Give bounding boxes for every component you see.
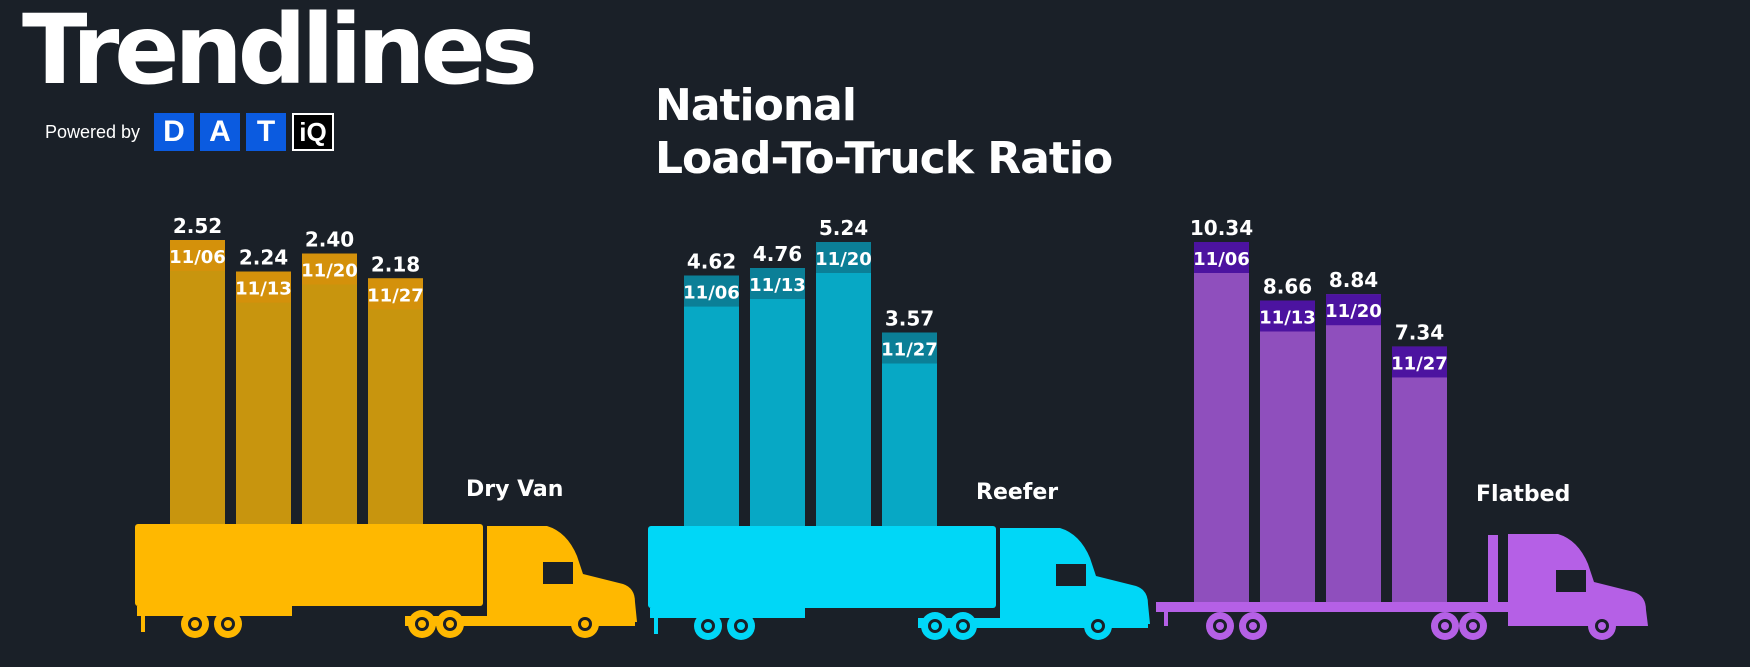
bar-value-label: 8.66	[1263, 274, 1312, 298]
bar-value-label: 5.24	[819, 216, 868, 240]
wheel-center	[1469, 622, 1477, 630]
bar	[684, 275, 739, 528]
bar-date-band	[302, 253, 357, 285]
bar-date-band	[1326, 294, 1381, 326]
bar	[816, 242, 871, 528]
wheel-center	[581, 620, 589, 628]
bar-date-label: 11/13	[235, 279, 292, 300]
truck-group-flatbed: 11/06 10.34 11/13 8.66 11/20 8.84 11/27 7.34 Fla…	[1156, 216, 1648, 640]
logo-letter-t: T	[246, 113, 286, 151]
bar-date-band	[882, 332, 937, 364]
truck-chassis	[918, 618, 1148, 628]
headache-rack	[1488, 535, 1498, 605]
bar-value-label: 2.52	[173, 214, 222, 238]
bar-value-label: 2.24	[239, 246, 288, 270]
bar-date-label: 11/06	[169, 247, 226, 268]
cab-window	[543, 562, 573, 584]
bar-date-label: 11/20	[815, 249, 872, 270]
truck-type-label: Reefer	[976, 480, 1058, 505]
bar-date-band	[1260, 300, 1315, 332]
wheel-center	[1094, 622, 1102, 630]
wheel-center	[1598, 622, 1606, 630]
logo-letter-a: A	[200, 113, 240, 151]
bar-date-label: 11/20	[301, 261, 358, 282]
trailer-body	[135, 524, 483, 606]
bar-date-band	[368, 278, 423, 310]
truck-chassis	[405, 616, 635, 626]
bar-date-label: 11/13	[749, 275, 806, 296]
wheel-center	[959, 622, 967, 630]
bar-date-label: 11/06	[1193, 249, 1250, 270]
wheel-center	[737, 622, 745, 630]
logo-iq: iQ	[292, 113, 334, 151]
bar-value-label: 4.62	[687, 250, 736, 274]
bar-date-band	[816, 242, 871, 273]
bar	[750, 268, 805, 528]
bar-date-band	[236, 271, 291, 303]
wheel-center	[931, 622, 939, 630]
trailer-landing-gear	[654, 618, 658, 634]
bar	[368, 278, 423, 526]
truck-group-reefer: 11/06 4.62 11/13 4.76 11/20 5.24 11/27 3.57 Reef…	[648, 216, 1150, 640]
wheel-center	[704, 622, 712, 630]
bar-date-label: 11/27	[367, 285, 424, 306]
bar-date-band	[684, 275, 739, 307]
bar	[170, 240, 225, 526]
wheel-center	[1249, 622, 1257, 630]
bar-date-label: 11/27	[881, 340, 938, 361]
wheel-center	[1441, 622, 1449, 630]
dat-iq-logo: D A T iQ	[154, 113, 334, 151]
wheel-center	[446, 620, 454, 628]
wheel-center	[191, 620, 199, 628]
powered-by-label: Powered by	[45, 122, 141, 142]
logo-letter-d: D	[154, 113, 194, 151]
bar	[236, 271, 291, 526]
trailer-landing-gear	[141, 616, 145, 632]
bar-date-label: 11/27	[1391, 353, 1448, 374]
bar-date-label: 11/20	[1325, 301, 1382, 322]
truck-type-label: Flatbed	[1476, 482, 1570, 507]
bar	[1326, 294, 1381, 604]
bar-value-label: 2.40	[305, 228, 354, 252]
bar-value-label: 7.34	[1395, 320, 1444, 344]
chart-title-line2: Load-To-Truck Ratio	[655, 132, 1113, 184]
cab-window	[1056, 564, 1086, 586]
bar-date-band	[1392, 346, 1447, 378]
bar-date-band	[1194, 242, 1249, 273]
flatbed-deck	[1156, 602, 1516, 612]
chart-title: National Load-To-Truck Ratio	[655, 80, 1113, 186]
bar-date-band	[750, 268, 805, 300]
truck-type-label: Dry Van	[466, 477, 563, 502]
bar-date-label: 11/13	[1259, 307, 1316, 328]
trailer-frame	[650, 608, 805, 618]
chart-title-line1: National	[655, 80, 857, 131]
bar	[1392, 346, 1447, 604]
bar-date-band	[170, 240, 225, 271]
bar-value-label: 8.84	[1329, 268, 1378, 292]
bar-value-label: 10.34	[1190, 216, 1253, 240]
bar	[882, 332, 937, 528]
trailer-body	[648, 526, 996, 608]
wheel-center	[418, 620, 426, 628]
bar	[1194, 242, 1249, 604]
trailer-landing-gear	[1164, 612, 1168, 626]
trailer-frame	[137, 606, 292, 616]
cab-window	[1556, 570, 1586, 592]
wheel-center	[224, 620, 232, 628]
brand-title: Trendlines	[22, 0, 538, 106]
truck-group-dry-van: 11/06 2.52 11/13 2.24 11/20 2.40 11/27 2.18 Dry …	[135, 214, 637, 638]
bar-value-label: 3.57	[885, 307, 934, 331]
bar	[1260, 300, 1315, 604]
bar-value-label: 2.18	[371, 252, 420, 276]
bar-date-label: 11/06	[683, 283, 740, 304]
wheel-center	[1216, 622, 1224, 630]
bar-value-label: 4.76	[753, 242, 802, 266]
bar	[302, 253, 357, 526]
